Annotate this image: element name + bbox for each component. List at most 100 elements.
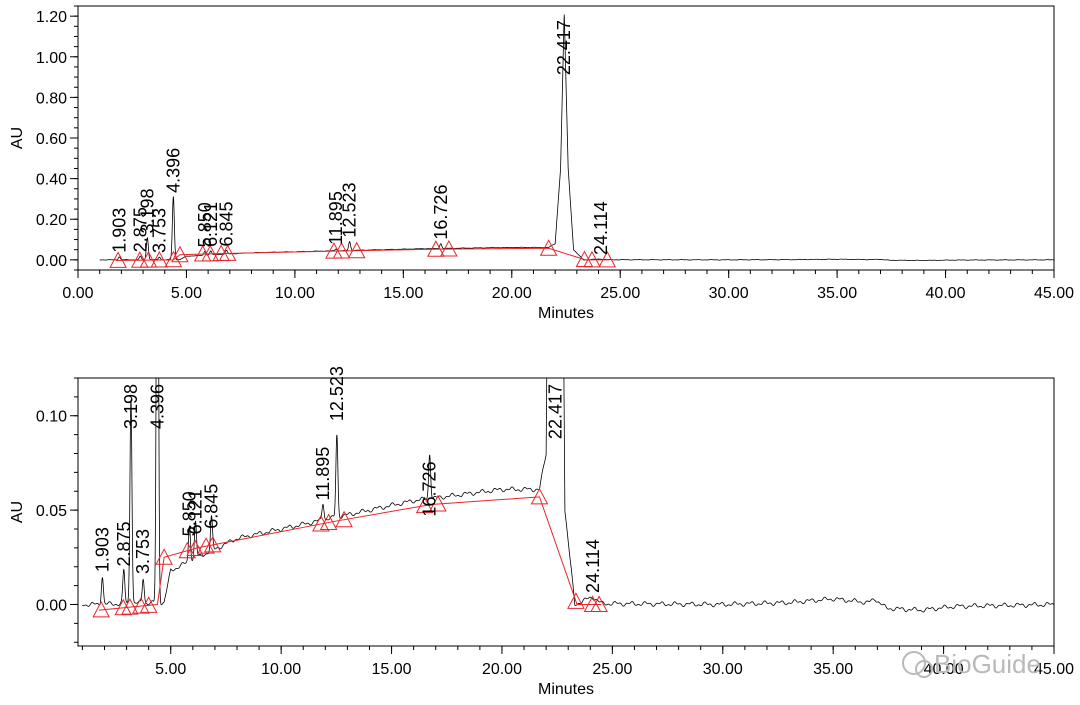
- y-tick-label: 1.20: [36, 9, 67, 26]
- peak-label: 24.114: [591, 201, 611, 255]
- integration-marker: [186, 539, 204, 556]
- integration-marker: [590, 595, 608, 612]
- peak-label: 22.417: [554, 20, 574, 75]
- y-tick-label: 0.10: [36, 409, 67, 426]
- integration-marker: [440, 239, 458, 257]
- peak-label: 22.417: [545, 384, 565, 439]
- x-tick-label: 20.00: [482, 661, 522, 678]
- y-tick-label: 1.00: [36, 50, 67, 67]
- peak-label: 1.903: [92, 527, 112, 572]
- y-tick-label: 0.05: [36, 503, 67, 520]
- chromatogram-trace: [82, 378, 1054, 613]
- y-tick-label: 0.20: [36, 212, 67, 229]
- x-tick-label: 40.00: [924, 661, 964, 678]
- integration-marker: [150, 250, 169, 268]
- x-tick-label: 45.00: [1034, 285, 1074, 302]
- y-axis-title: AU: [9, 501, 26, 523]
- y-tick-label: 0.80: [36, 90, 67, 107]
- integration-marker: [203, 535, 222, 553]
- integration-marker: [139, 596, 158, 613]
- watermark-text: BioGuide: [934, 649, 1041, 679]
- integration-marker: [139, 251, 158, 268]
- integration-marker: [598, 250, 617, 268]
- y-tick-label: 0.00: [36, 597, 67, 614]
- peak-label: 16.726: [420, 461, 440, 516]
- integration-marker: [567, 592, 585, 609]
- x-tick-label: 25.00: [600, 285, 640, 302]
- peak-label: 5.850: [195, 202, 215, 247]
- y-tick-label: 0.40: [36, 172, 67, 189]
- integration-marker: [114, 598, 133, 616]
- x-tick-label: 15.00: [372, 661, 412, 678]
- plot-area: [82, 378, 1054, 618]
- integration-marker: [197, 537, 215, 554]
- integration-marker: [218, 244, 237, 261]
- peak-label: 2.875: [114, 521, 134, 566]
- peak-label: 3.198: [137, 188, 157, 233]
- x-tick-label: 5.00: [155, 661, 186, 678]
- integration-marker: [164, 250, 183, 268]
- x-axis-title: Minutes: [538, 305, 594, 322]
- integration-marker: [121, 598, 139, 615]
- plot-area: [99, 14, 1054, 268]
- integration-marker: [130, 251, 149, 268]
- peak-label: 11.895: [313, 447, 333, 501]
- watermark: BioGuide: [902, 649, 1041, 679]
- wechat-icon: [902, 651, 926, 675]
- integration-marker: [92, 600, 111, 618]
- peak-label: 1.903: [109, 208, 129, 253]
- x-tick-label: 15.00: [383, 285, 423, 302]
- x-tick-label: 40.00: [926, 285, 966, 302]
- integration-marker: [171, 245, 189, 263]
- bottom-chromatogram-panel: 0.00 0.05 0.10 5.00 10.00 15.00 20.00 25.00 30.0…: [9, 366, 1074, 698]
- peak-label: 6.121: [185, 489, 205, 534]
- peak-label: 5.850: [180, 491, 200, 536]
- x-tick-label: 10.00: [261, 661, 301, 678]
- integration-marker: [429, 494, 447, 512]
- x-tick-label: 35.00: [817, 285, 857, 302]
- peak-label: 3.753: [133, 529, 153, 574]
- peak-label: 12.523: [327, 366, 347, 421]
- peak-label: 11.895: [326, 191, 346, 245]
- integration-marker: [201, 244, 220, 262]
- x-tick-label: 5.00: [171, 285, 202, 302]
- peak-label: 3.753: [149, 208, 169, 253]
- integration-marker: [427, 240, 445, 257]
- integration-marker: [178, 541, 197, 559]
- y-tick-label: 0.60: [36, 131, 67, 148]
- integration-marker: [539, 239, 558, 256]
- y-axis-title: AU: [9, 127, 26, 149]
- peak-label: 6.121: [201, 202, 221, 247]
- peak-label: 6.845: [216, 201, 236, 246]
- integration-marker: [319, 513, 338, 531]
- x-tick-label: 0.00: [62, 285, 93, 302]
- x-tick-label: 35.00: [813, 661, 853, 678]
- x-tick-label: 20.00: [492, 285, 532, 302]
- plot-frame: [77, 377, 1055, 647]
- peak-label: 16.726: [431, 185, 451, 240]
- integration-marker: [583, 250, 601, 268]
- integration-marker: [332, 241, 351, 259]
- wechat-icon-inner: [915, 660, 933, 678]
- x-tick-label: 30.00: [703, 661, 743, 678]
- peak-label: 4.396: [147, 384, 167, 429]
- peak-label: 24.114: [583, 539, 603, 593]
- integration-marker: [155, 548, 173, 565]
- integration-marker: [530, 487, 549, 505]
- x-tick-label: 30.00: [709, 285, 749, 302]
- chromatogram-trace: [99, 14, 1054, 262]
- integration-marker: [109, 251, 127, 268]
- integration-marker: [347, 241, 366, 259]
- peak-label: 4.396: [163, 148, 183, 193]
- x-tick-label: 45.00: [1034, 661, 1074, 678]
- integration-marker: [312, 514, 330, 532]
- y-tick-label: 0.00: [36, 253, 67, 270]
- peak-label: 3.198: [121, 384, 141, 429]
- integration-marker: [415, 496, 434, 514]
- top-chromatogram-panel: 0.00 0.20 0.40 0.60 0.80 1.00 1.20 0.00 5.00 10.0…: [9, 5, 1074, 322]
- x-tick-label: 10.00: [275, 285, 315, 302]
- integration-marker: [132, 597, 150, 614]
- peak-label: 2.875: [130, 207, 150, 252]
- x-tick-label: 25.00: [592, 661, 632, 678]
